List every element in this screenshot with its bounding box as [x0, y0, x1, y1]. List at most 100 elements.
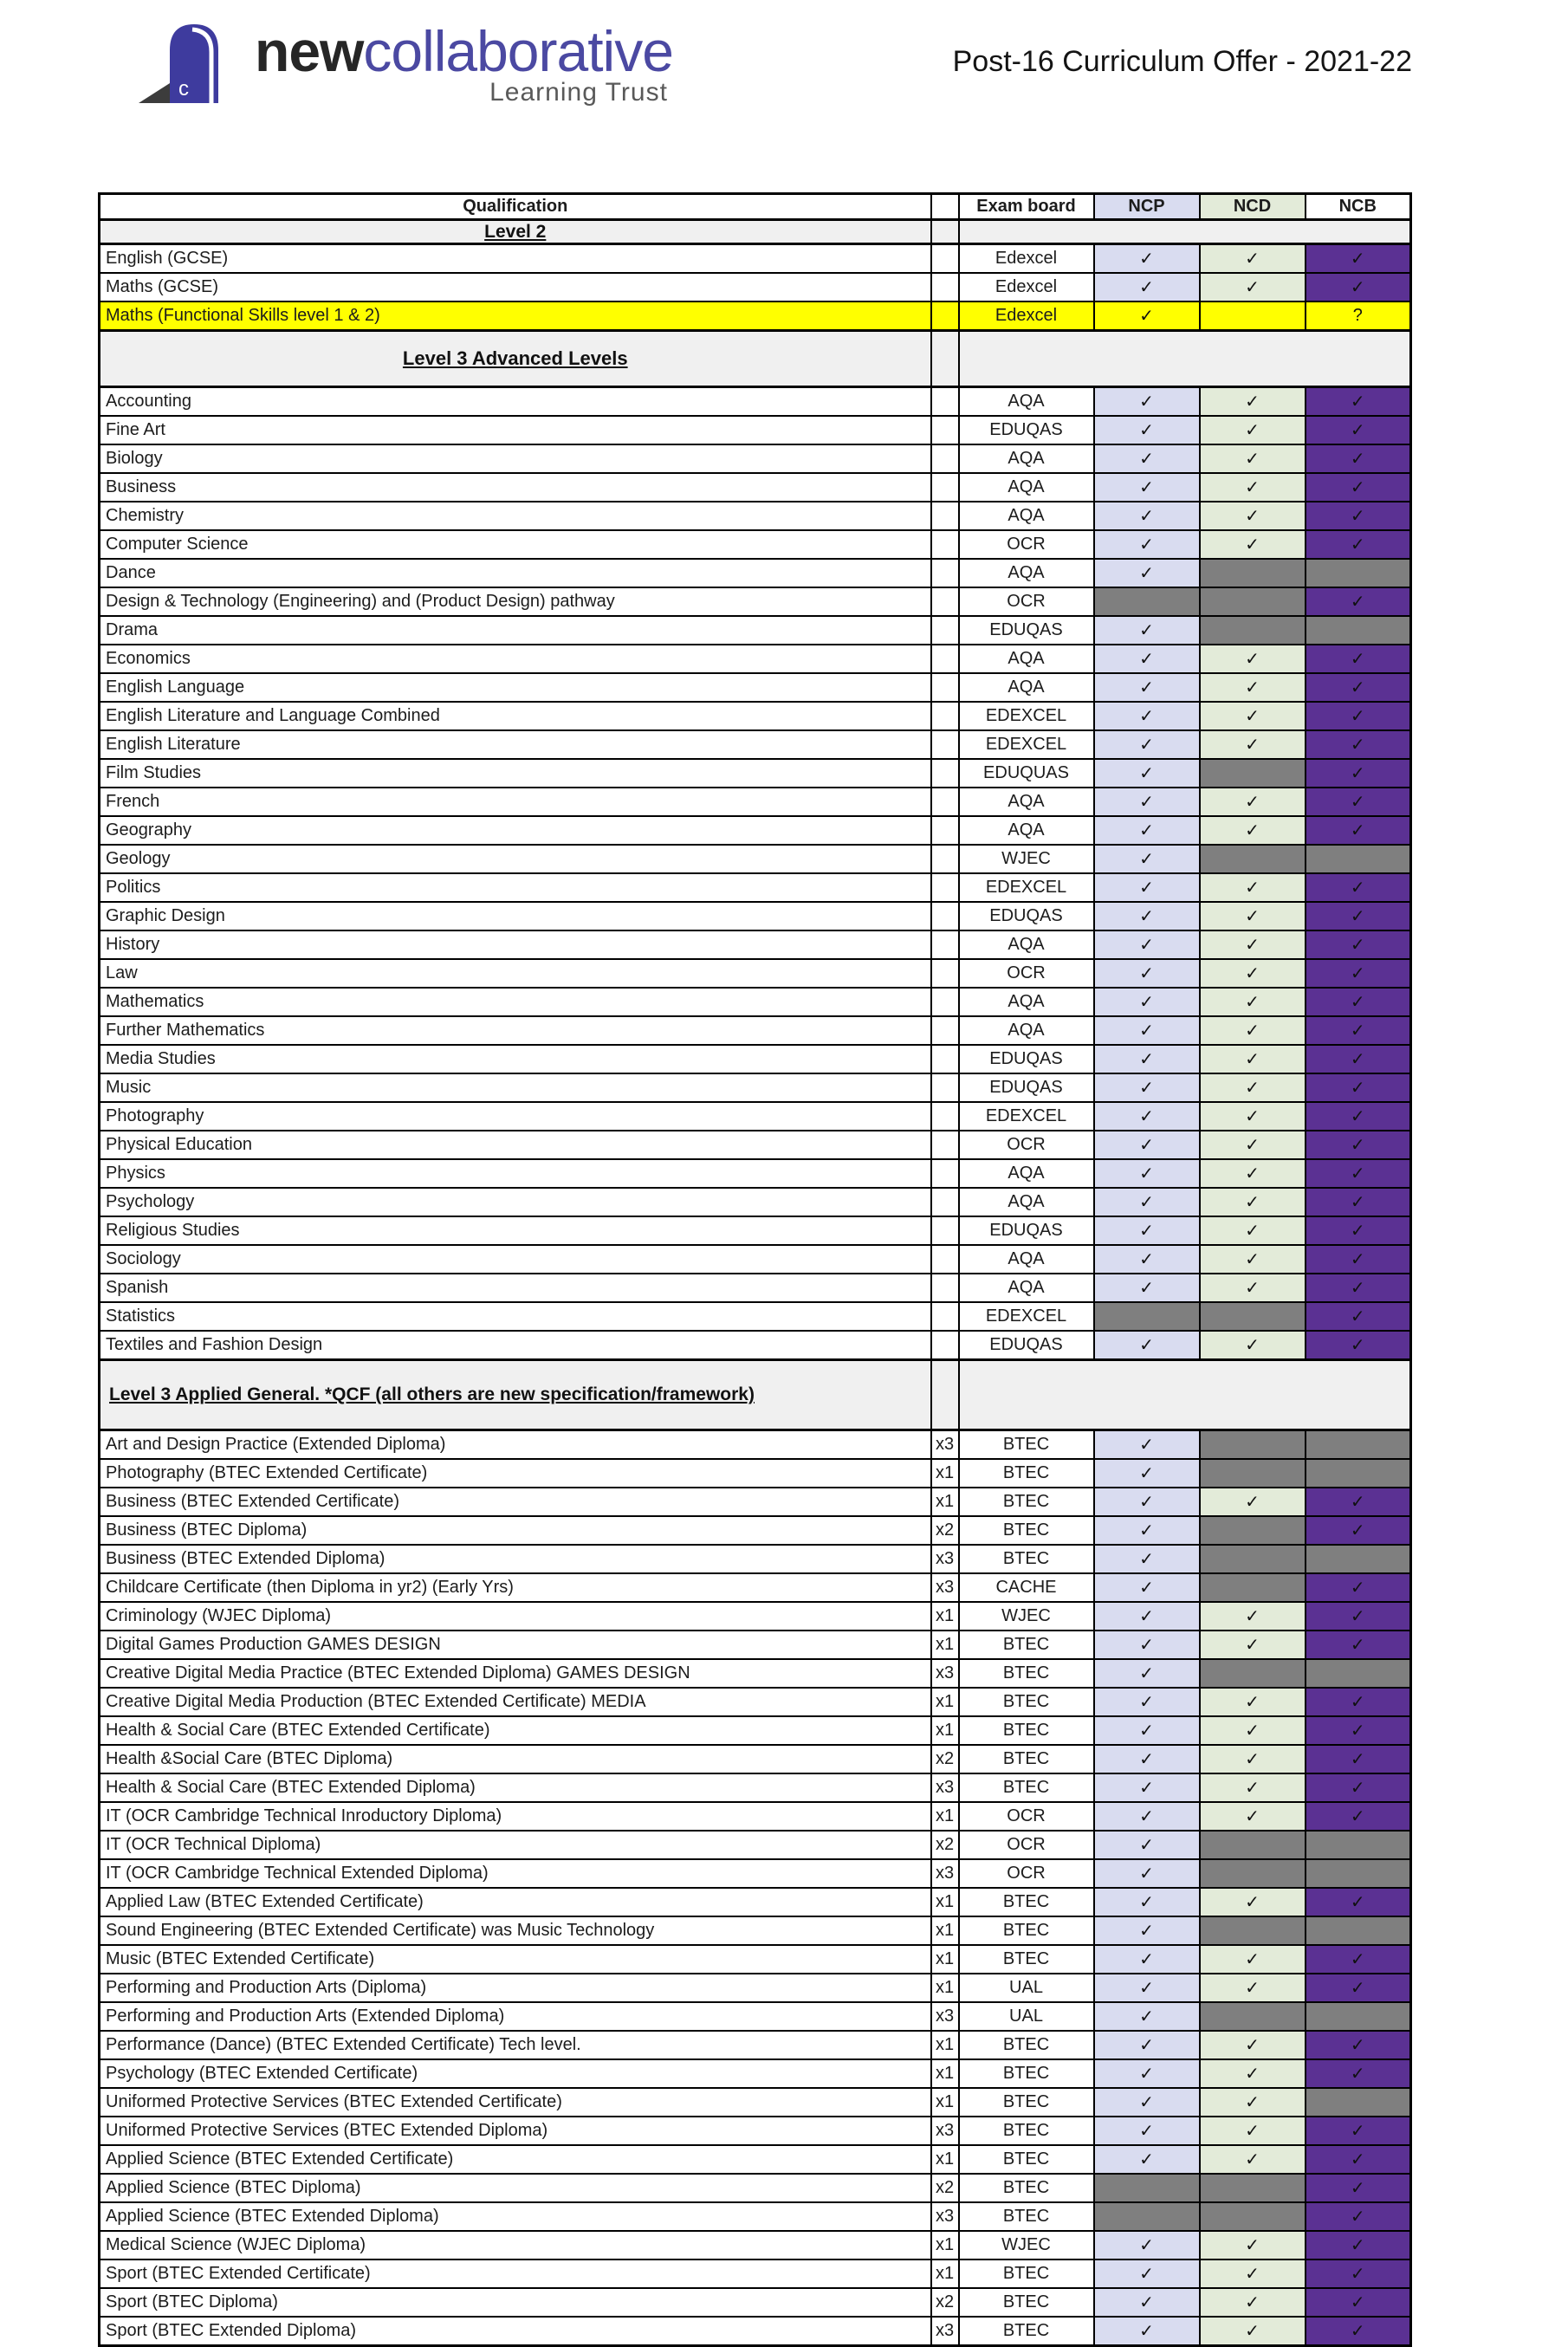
ncp-cell: ✓: [1092, 1073, 1201, 1103]
exam-board-cell: BTEC: [957, 2287, 1095, 2318]
multiplier-cell: x3: [930, 1773, 960, 1803]
ncb-cell: ✓: [1304, 415, 1412, 445]
exam-board-cell: BTEC: [957, 1944, 1095, 1974]
ncb-cell: ✓: [1304, 587, 1412, 617]
section-filler-multiplier: [930, 218, 960, 245]
multiplier-cell: x1: [930, 1715, 960, 1746]
ncd-cell: ✓: [1198, 1487, 1306, 1517]
exam-board-cell: WJEC: [957, 2230, 1095, 2260]
ncd-cell: ✓: [1198, 930, 1306, 960]
multiplier-cell: x1: [930, 1801, 960, 1832]
table-row: French AQA ✓ ✓ ✓: [98, 787, 1412, 817]
ncb-cell: ✓: [1304, 2030, 1412, 2060]
qualification-cell: Health & Social Care (BTEC Extended Cert…: [98, 1715, 932, 1746]
ncb-cell: ✓: [1304, 958, 1412, 989]
ncb-cell: ✓: [1304, 787, 1412, 817]
ncd-cell: ✓: [1198, 729, 1306, 760]
ncb-cell: ✓: [1304, 672, 1412, 703]
page-header: c newcollaborative Learning Trust Post-1…: [0, 0, 1568, 182]
ncb-cell: ✓: [1304, 444, 1412, 474]
table-row: Mathematics AQA ✓ ✓ ✓: [98, 987, 1412, 1017]
multiplier-cell: x2: [930, 2287, 960, 2318]
multiplier-cell: [930, 930, 960, 960]
table-row: Health & Social Care (BTEC Extended Dipl…: [98, 1773, 1412, 1803]
table-row: Business (BTEC Extended Diploma) x3 BTEC ✓: [98, 1544, 1412, 1574]
exam-board-cell: AQA: [957, 1015, 1095, 1046]
ncd-cell: ✓: [1198, 1630, 1306, 1660]
exam-board-cell: EDEXCEL: [957, 872, 1095, 903]
qualification-cell: Photography (BTEC Extended Certificate): [98, 1458, 932, 1488]
qualification-cell: Music (BTEC Extended Certificate): [98, 1944, 932, 1974]
ncp-cell: ✓: [1092, 1944, 1201, 1974]
exam-board-cell: BTEC: [957, 1458, 1095, 1488]
ncp-cell: ✓: [1092, 987, 1201, 1017]
qualification-cell: Music: [98, 1073, 932, 1103]
exam-board-cell: BTEC: [957, 2201, 1095, 2232]
multiplier-cell: x2: [930, 1830, 960, 1860]
door-icon: c: [139, 24, 218, 103]
table-row: Applied Law (BTEC Extended Certificate) x…: [98, 1887, 1412, 1917]
table-row: Further Mathematics AQA ✓ ✓ ✓: [98, 1015, 1412, 1046]
multiplier-cell: x1: [930, 1487, 960, 1517]
multiplier-cell: [930, 844, 960, 874]
table-row: Physics AQA ✓ ✓ ✓: [98, 1158, 1412, 1189]
multiplier-cell: [930, 872, 960, 903]
ncp-cell: ✓: [1092, 1887, 1201, 1917]
ncd-cell: ✓: [1198, 2230, 1306, 2260]
ncd-cell: ✓: [1198, 2116, 1306, 2146]
ncp-cell: ✓: [1092, 1187, 1201, 1217]
ncd-cell: [1198, 558, 1306, 588]
ncb-cell: ✓: [1304, 1301, 1412, 1332]
multiplier-cell: [930, 1216, 960, 1246]
section-header-row: Level 3 Advanced Levels: [98, 329, 1412, 388]
qualification-cell: English (GCSE): [98, 243, 932, 274]
table-row: Music EDUQAS ✓ ✓ ✓: [98, 1073, 1412, 1103]
table-row: Applied Science (BTEC Diploma) x2 BTEC ✓: [98, 2173, 1412, 2203]
table-row: Applied Science (BTEC Extended Certifica…: [98, 2144, 1412, 2175]
table-row: Photography EDEXCEL ✓ ✓ ✓: [98, 1101, 1412, 1131]
multiplier-cell: [930, 1187, 960, 1217]
qualification-cell: Sport (BTEC Diploma): [98, 2287, 932, 2318]
exam-board-cell: AQA: [957, 1187, 1095, 1217]
ncp-cell: ✓: [1092, 301, 1201, 332]
table-row: Creative Digital Media Production (BTEC …: [98, 1687, 1412, 1717]
ncb-cell: ✓: [1304, 472, 1412, 502]
ncp-cell: ✓: [1092, 1715, 1201, 1746]
ncp-cell: ✓: [1092, 701, 1201, 731]
section-title: Level 3 Advanced Levels: [98, 329, 932, 388]
ncp-cell: ✓: [1092, 1572, 1201, 1603]
table-row: Performing and Production Arts (Diploma)…: [98, 1973, 1412, 2003]
exam-board-cell: EDUQAS: [957, 1330, 1095, 1361]
section-title-text: Level 3 Advanced Levels: [402, 347, 628, 369]
ncb-cell: ✓: [1304, 872, 1412, 903]
exam-board-cell: BTEC: [957, 1773, 1095, 1803]
multiplier-cell: x1: [930, 2144, 960, 2175]
ncp-cell: ✓: [1092, 2058, 1201, 2089]
ncb-cell: [1304, 1429, 1412, 1460]
qualification-cell: Health &Social Care (BTEC Diploma): [98, 1744, 932, 1774]
ncd-cell: ✓: [1198, 644, 1306, 674]
table-row: Graphic Design EDUQAS ✓ ✓ ✓: [98, 901, 1412, 931]
table-row: Religious Studies EDUQAS ✓ ✓ ✓: [98, 1216, 1412, 1246]
ncp-cell: ✓: [1092, 444, 1201, 474]
exam-board-cell: EDUQAS: [957, 901, 1095, 931]
ncd-cell: ✓: [1198, 1744, 1306, 1774]
table-row: IT (OCR Cambridge Technical Extended Dip…: [98, 1858, 1412, 1889]
exam-board-cell: AQA: [957, 501, 1095, 531]
curriculum-table: Qualification Exam board NCP NCD NCB Lev…: [98, 192, 1412, 2347]
table-row: IT (OCR Technical Diploma) x2 OCR ✓: [98, 1830, 1412, 1860]
ncp-cell: ✓: [1092, 1101, 1201, 1131]
multiplier-cell: x3: [930, 2116, 960, 2146]
ncp-cell: ✓: [1092, 2230, 1201, 2260]
qualification-cell: Physics: [98, 1158, 932, 1189]
qualification-cell: Law: [98, 958, 932, 989]
exam-board-cell: EDUQAS: [957, 1073, 1095, 1103]
ncb-cell: ✓: [1304, 386, 1412, 417]
logo: c newcollaborative Learning Trust: [137, 19, 674, 107]
qualification-cell: English Language: [98, 672, 932, 703]
column-header-exam-board: Exam board: [957, 192, 1095, 221]
ncb-cell: ✓: [1304, 987, 1412, 1017]
exam-board-cell: EDUQAS: [957, 415, 1095, 445]
qualification-cell: Geology: [98, 844, 932, 874]
ncd-cell: ✓: [1198, 1073, 1306, 1103]
